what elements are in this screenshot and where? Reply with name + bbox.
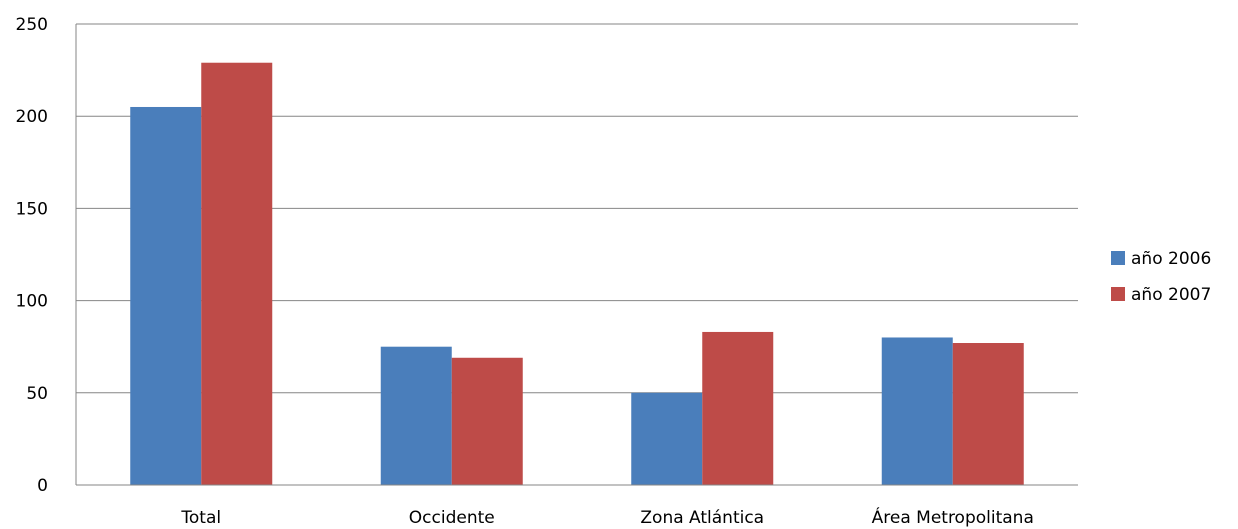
legend: año 2006 año 2007 — [1111, 249, 1211, 305]
legend-label: año 2006 — [1131, 249, 1211, 269]
x-tick-label: Total — [180, 508, 221, 528]
y-tick-label: 200 — [16, 107, 48, 127]
legend-swatch — [1111, 251, 1125, 265]
bar-series-2 — [451, 357, 523, 485]
bar-series-1 — [380, 346, 452, 485]
y-tick-label: 150 — [16, 199, 48, 219]
bar-series-2 — [702, 331, 774, 485]
y-tick-label: 100 — [16, 292, 48, 312]
y-tick-label: 0 — [37, 476, 48, 496]
bar-series-1 — [881, 337, 953, 485]
bar-series-1 — [130, 106, 202, 485]
y-axis-tick-labels: 0 50 100 150 200 250 — [16, 15, 48, 496]
x-axis-tick-labels: Total Occidente Zona Atlántica Área Metropo… — [180, 506, 1033, 528]
x-tick-label: Occidente — [409, 508, 495, 528]
legend-label: año 2007 — [1131, 285, 1211, 305]
bar-series-1 — [631, 392, 703, 485]
x-tick-label: Área Metropolitana — [872, 506, 1034, 528]
y-tick-label: 250 — [16, 15, 48, 35]
x-tick-label: Zona Atlántica — [640, 508, 764, 528]
legend-swatch — [1111, 287, 1125, 301]
y-tick-label: 50 — [26, 384, 48, 404]
bars — [76, 62, 1078, 486]
bar-series-2 — [952, 343, 1024, 485]
bar-series-2 — [201, 62, 273, 485]
